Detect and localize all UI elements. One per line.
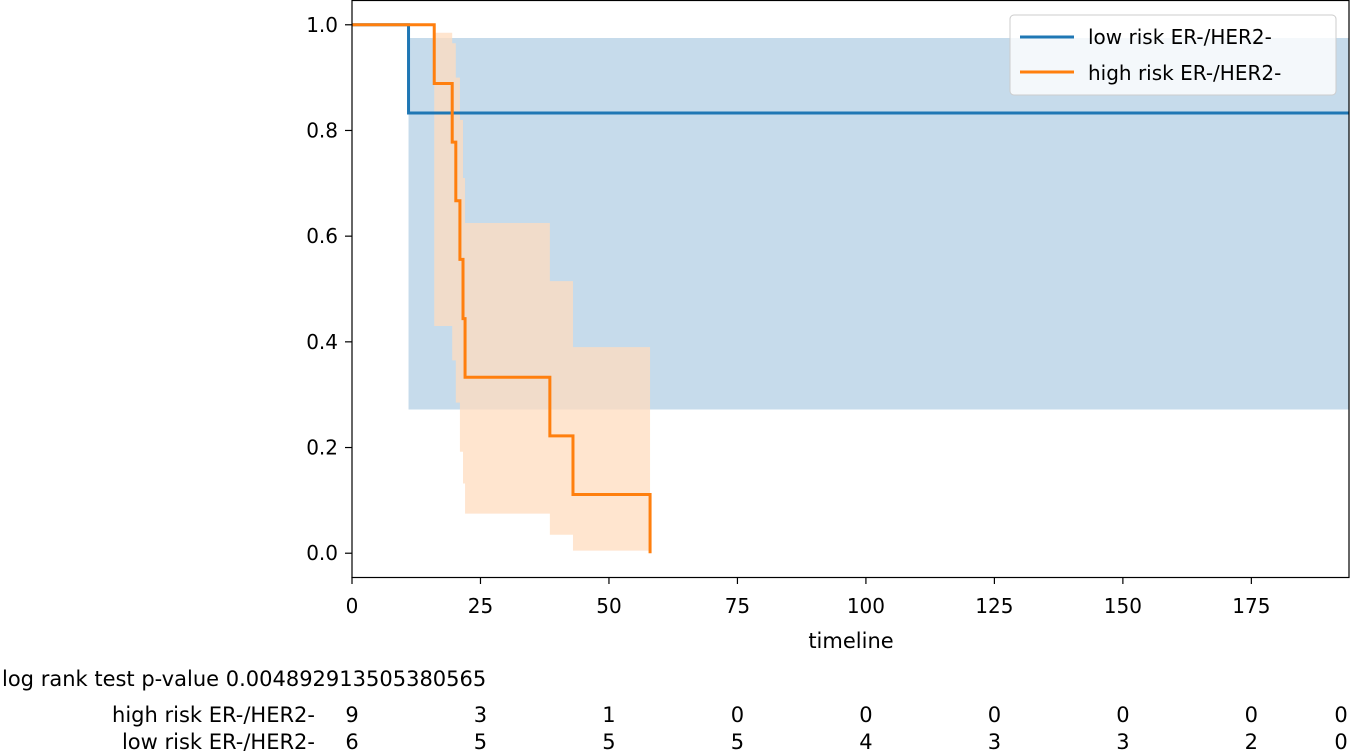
at-risk-count: 3	[474, 703, 487, 727]
x-tick-label: 125	[975, 594, 1013, 618]
plot-frame	[351, 0, 1350, 579]
x-tick-label: 75	[725, 594, 750, 618]
ci-band-1	[352, 24, 651, 551]
legend-box	[1009, 14, 1337, 96]
x-tick-label: 25	[468, 594, 493, 618]
legend: low risk ER-/HER2- high risk ER-/HER2-	[1009, 14, 1337, 96]
x-tick-label: 175	[1232, 594, 1270, 618]
survival-curves	[352, 23, 1349, 554]
at-risk-count: 3	[1116, 730, 1129, 753]
y-tick-label: 0.0	[306, 541, 338, 565]
at-risk-count: 0	[1245, 703, 1258, 727]
y-tick-label: 1.0	[306, 13, 338, 37]
at-risk-count: 5	[602, 730, 615, 753]
confidence-bands	[352, 24, 1349, 551]
x-axis-label: timeline	[808, 629, 893, 653]
legend-label-high-risk: high risk ER-/HER2-	[1088, 61, 1281, 85]
axis-ticks: 0 25 50 75 100 125 150 175 0.0 0.2 0.4 0.6 0.8 1.0	[306, 13, 1270, 618]
x-tick-label: 50	[596, 594, 621, 618]
x-tick-label: 150	[1104, 594, 1142, 618]
at-risk-count: 4	[859, 730, 872, 753]
x-tick-label: 0	[346, 594, 359, 618]
at-risk-count: 1	[602, 703, 615, 727]
at-risk-count: 9	[345, 703, 358, 727]
at-risk-count: 0	[859, 703, 872, 727]
at-risk-row-label-low: low risk ER-/HER2-	[122, 730, 315, 753]
at-risk-count: 3	[988, 730, 1001, 753]
at-risk-count: 0	[988, 703, 1001, 727]
x-tick-label: 100	[847, 594, 885, 618]
y-tick-label: 0.6	[306, 224, 338, 248]
y-tick-label: 0.4	[306, 330, 338, 354]
at-risk-row-label-high: high risk ER-/HER2-	[112, 703, 315, 727]
ci-band-0	[352, 24, 1349, 410]
at-risk-count: 5	[474, 730, 487, 753]
at-risk-count: 2	[1245, 730, 1258, 753]
at-risk-count: 0	[1116, 703, 1129, 727]
survival-curve-1	[352, 23, 652, 554]
y-tick-label: 0.8	[306, 118, 338, 142]
at-risk-count: 5	[731, 730, 744, 753]
at-risk-count: 0	[1334, 703, 1347, 727]
at-risk-table: high risk ER-/HER2- low risk ER-/HER2- 9…	[112, 703, 1348, 753]
at-risk-count: 6	[345, 730, 358, 753]
at-risk-count: 0	[1334, 730, 1347, 753]
at-risk-count: 0	[731, 703, 744, 727]
legend-label-low-risk: low risk ER-/HER2-	[1088, 25, 1272, 49]
log-rank-annotation: ER-/HER2-: log rank test p-value 0.00489…	[0, 667, 486, 691]
y-tick-label: 0.2	[306, 436, 338, 460]
at-risk-counts: 9 3 1 0 0 0 0 0 0 6 5 5 5 4 3 3 2 0	[345, 703, 1347, 753]
